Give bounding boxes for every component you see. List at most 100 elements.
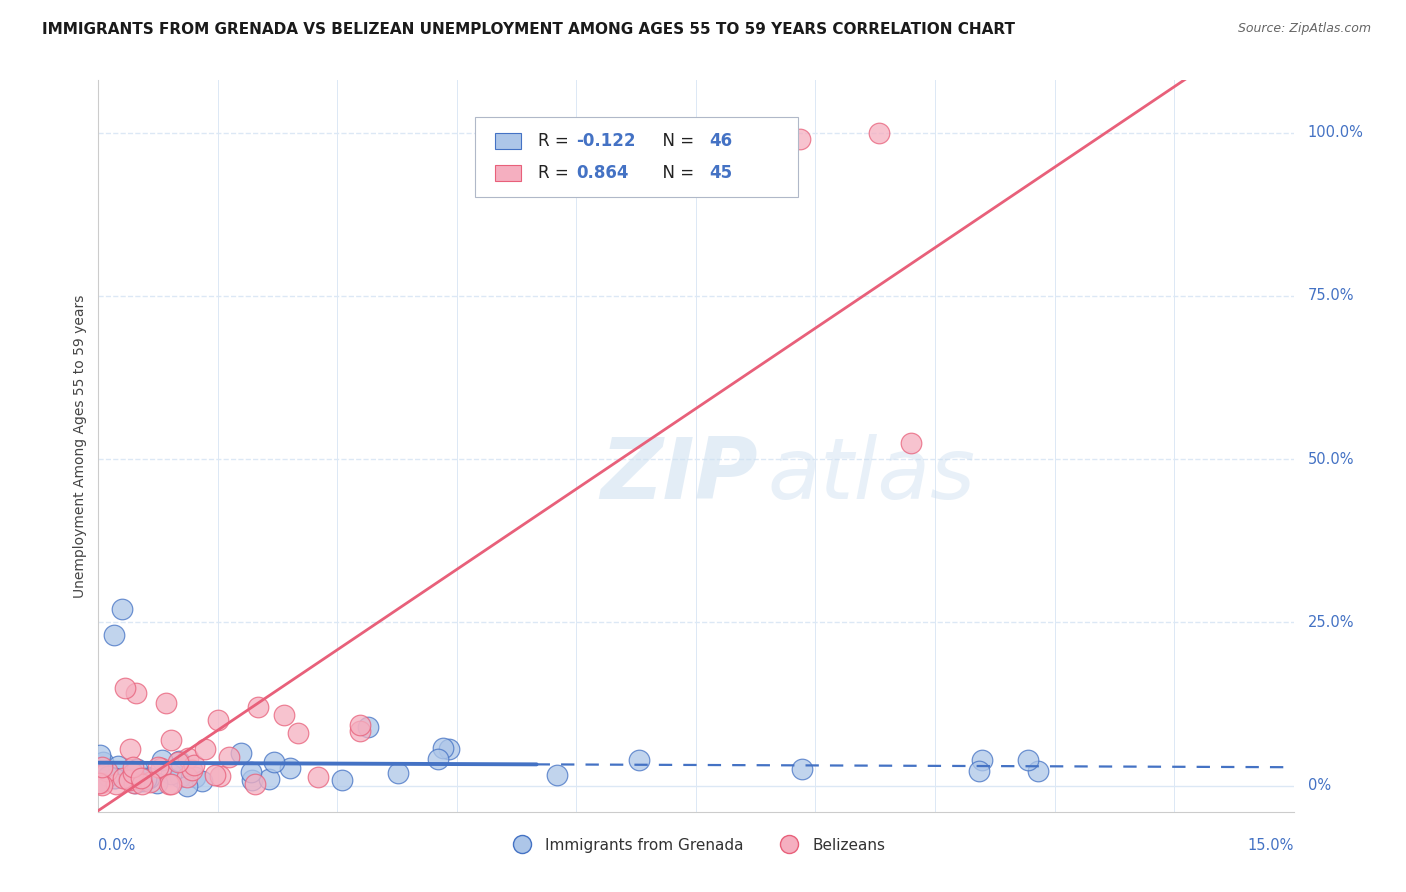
Point [437,742,460,756]
Text: 100.0%: 100.0% [1308,125,1364,140]
Point [150,753,173,767]
Point [138,775,160,789]
Point [307,770,329,784]
Point [135,772,157,786]
Point [93,764,115,779]
Point [121,760,143,774]
Point [194,741,217,756]
Point [129,771,152,785]
Text: Source: ZipAtlas.com: Source: ZipAtlas.com [1237,22,1371,36]
Point [155,696,177,710]
Point [967,764,990,778]
Point [207,714,229,728]
Point [546,768,568,782]
Point [1026,764,1049,778]
Point [124,686,146,700]
Point [349,724,371,739]
Point [90,776,112,790]
Point [426,752,449,766]
Point [122,766,145,780]
Text: ZIP: ZIP [600,434,758,516]
Point [387,765,409,780]
Point [96,764,118,778]
Point [107,759,129,773]
Text: 45: 45 [709,164,733,182]
Point [148,759,170,773]
Point [89,747,111,762]
Point [136,770,159,784]
Point [131,773,153,788]
Point [150,761,173,775]
Point [204,768,226,782]
Text: 15.0%: 15.0% [1247,838,1294,853]
Point [432,740,454,755]
Text: 0.864: 0.864 [576,164,628,182]
Point [146,776,169,790]
Point [349,718,371,732]
Point [218,750,240,764]
Point [124,775,146,789]
Text: 75.0%: 75.0% [1308,288,1354,303]
Point [167,755,190,769]
Point [263,755,285,769]
Point [169,770,191,784]
Point [132,772,155,787]
Point [246,700,269,714]
Point [114,681,136,696]
Text: 0%: 0% [1308,778,1331,793]
Text: 50.0%: 50.0% [1308,451,1354,467]
Point [131,777,153,791]
Point [103,628,125,642]
Point [970,753,993,767]
Point [183,758,205,772]
Point [111,602,134,616]
Point [108,764,131,779]
FancyBboxPatch shape [495,133,522,149]
Point [90,760,112,774]
Point [103,771,125,785]
Point [357,721,380,735]
Point [167,755,190,769]
FancyBboxPatch shape [475,117,797,197]
Point [278,761,301,775]
Point [118,742,141,756]
Point [118,772,141,787]
Text: 25.0%: 25.0% [1308,615,1354,630]
Point [91,778,114,792]
Point [157,777,180,791]
Point [243,777,266,791]
Point [240,765,263,780]
FancyBboxPatch shape [495,165,522,181]
Point [180,763,202,777]
Point [209,769,232,783]
Text: N =: N = [652,132,699,150]
Point [112,771,135,785]
Point [118,771,141,785]
Y-axis label: Unemployment Among Ages 55 to 59 years: Unemployment Among Ages 55 to 59 years [73,294,87,598]
Point [1017,753,1039,767]
Point [257,772,280,786]
Point [176,770,198,784]
Text: N =: N = [652,164,699,182]
Point [900,435,922,450]
Point [628,753,651,767]
Point [91,772,114,787]
Text: R =: R = [538,132,574,150]
Point [231,746,253,760]
Point [330,772,353,787]
Point [96,769,118,783]
Text: -0.122: -0.122 [576,132,636,150]
Point [138,772,160,786]
Text: R =: R = [538,164,574,182]
Point [105,777,128,791]
Text: 0.0%: 0.0% [98,838,135,853]
Text: 46: 46 [709,132,733,150]
Point [124,776,146,790]
Point [87,776,110,790]
Point [868,126,890,140]
Point [160,777,183,791]
Point [184,770,207,784]
Point [177,750,200,764]
Point [160,733,183,747]
Point [160,767,183,781]
